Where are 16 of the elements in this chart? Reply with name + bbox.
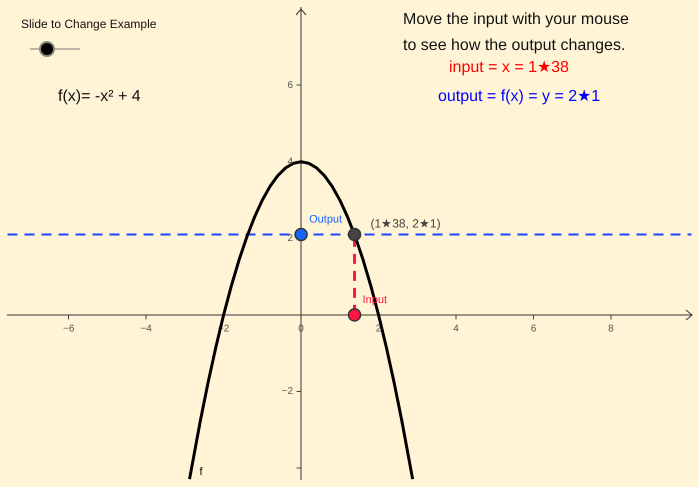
annotation: f(x)= -x² + 4 bbox=[58, 87, 141, 106]
annotation: output = f(x) = y = 2★1 bbox=[438, 87, 600, 106]
x-tick-label: 6 bbox=[530, 324, 537, 335]
y-tick-label: 6 bbox=[288, 80, 294, 91]
x-tick-label: 4 bbox=[453, 324, 460, 335]
x-tick-label: 8 bbox=[608, 324, 614, 335]
x-tick-label: −4 bbox=[140, 324, 152, 335]
annotation: input = x = 1★38 bbox=[449, 58, 569, 78]
x-tick-label: −6 bbox=[62, 324, 75, 335]
annotation: (1★38, 2★1) bbox=[370, 216, 441, 231]
series-label: Output bbox=[309, 214, 342, 226]
y-tick-label: 2 bbox=[288, 233, 294, 244]
annotation: Move the input with your mouse to see how the output changes. bbox=[403, 10, 629, 56]
annotation: Slide to Change Example bbox=[21, 17, 156, 32]
y-tick-label: −2 bbox=[282, 386, 294, 398]
series-label: f bbox=[200, 466, 204, 478]
